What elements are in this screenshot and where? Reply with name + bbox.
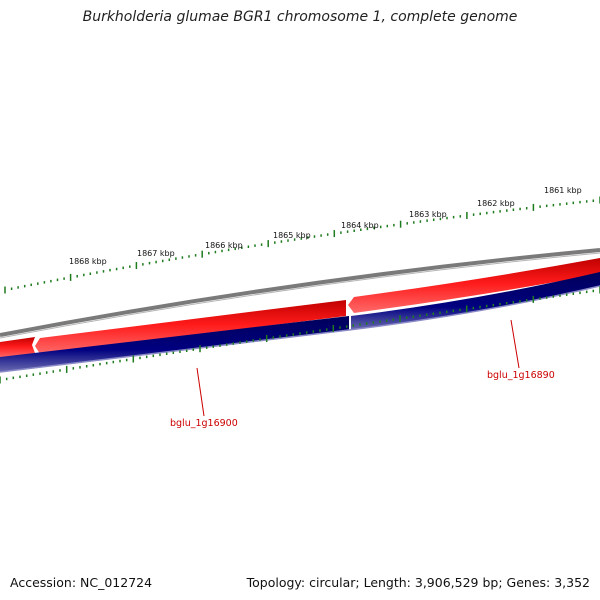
kbp-label-1861: 1861 kbp xyxy=(544,186,582,195)
outer-ruler-ticks xyxy=(4,196,600,294)
gene-feature-bglu-1g16890-forward xyxy=(348,258,600,313)
genome-summary-text: Topology: circular; Length: 3,906,529 bp… xyxy=(246,575,590,590)
gene-label-bglu-1g16890: bglu_1g16890 xyxy=(487,370,555,381)
kbp-label-1867: 1867 kbp xyxy=(137,249,175,258)
kbp-label-1863: 1863 kbp xyxy=(409,210,447,219)
inner-ruler-ticks xyxy=(0,286,600,384)
gene-feature-bglu-1g16900-forward xyxy=(35,300,346,354)
accession-text: Accession: NC_012724 xyxy=(10,575,153,590)
gene-feature-left xyxy=(0,337,35,358)
kbp-label-1865: 1865 kbp xyxy=(273,231,311,240)
gene-label-bglu-1g16900: bglu_1g16900 xyxy=(170,418,238,429)
gene-feature-bglu-1g16900-reverse xyxy=(0,316,349,372)
backbone-track xyxy=(0,248,600,337)
reverse-track-edge xyxy=(0,285,600,373)
callout-line-bglu-1g16900 xyxy=(196,367,205,417)
callout-line-bglu-1g16890 xyxy=(510,319,520,369)
kbp-label-1864: 1864 kbp xyxy=(341,221,379,230)
map-title: Burkholderia glumae BGR1 chromosome 1, c… xyxy=(82,9,518,25)
kbp-label-1866: 1866 kbp xyxy=(205,241,243,250)
backbone-highlight xyxy=(0,252,600,339)
kbp-label-1862: 1862 kbp xyxy=(477,199,515,208)
kbp-label-1868: 1868 kbp xyxy=(69,257,107,266)
